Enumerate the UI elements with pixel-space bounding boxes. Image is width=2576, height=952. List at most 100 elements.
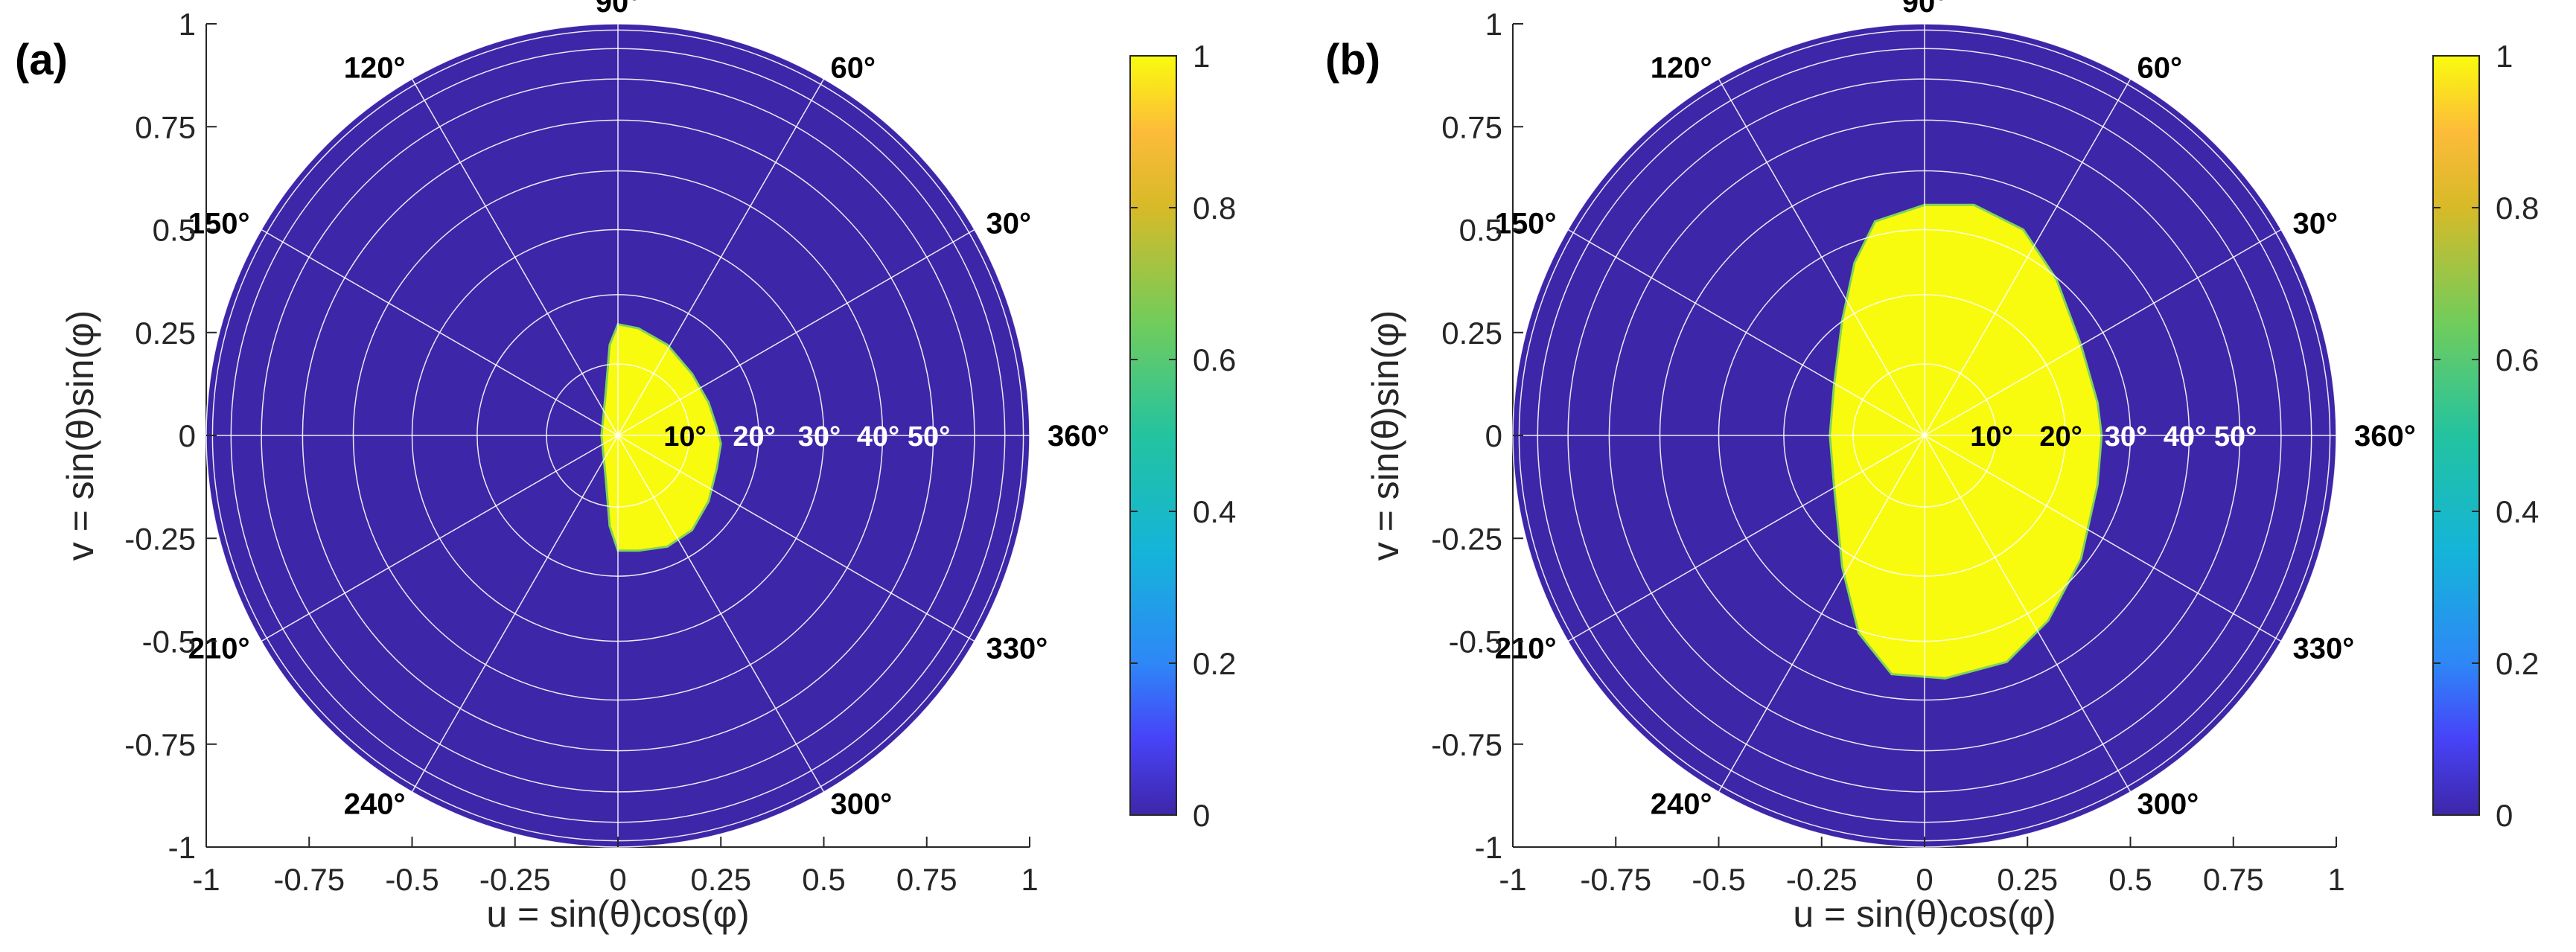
x-tick-label: 0.5 <box>2108 862 2152 897</box>
panel-b-colorbar <box>2432 55 2480 816</box>
y-tick-label: -0.75 <box>124 727 196 762</box>
angle-label: 30° <box>2293 208 2339 240</box>
colorbar-tick-label: 0.8 <box>2496 191 2539 226</box>
angle-label: 30° <box>986 208 1032 240</box>
radial-label: 40° <box>2164 421 2206 453</box>
y-tick-label: -0.25 <box>1431 521 1502 556</box>
y-tick-label: 0.75 <box>135 109 196 144</box>
radial-label: 10° <box>663 421 706 453</box>
angle-label: 210° <box>1495 633 1557 665</box>
y-tick-label: 0.75 <box>1441 109 1502 144</box>
y-tick-label: 0.5 <box>153 213 196 248</box>
angle-label: 330° <box>986 633 1048 665</box>
radial-label: 30° <box>2105 421 2147 453</box>
colorbar-tick-label: 0.2 <box>1193 646 1236 681</box>
y-tick-label: 0.5 <box>1459 213 1502 248</box>
colorbar-tick-label: 1 <box>1193 39 1210 74</box>
panel-b: (b) 90°60°30°360°120°150°210°240° 300°330… <box>1325 0 2539 935</box>
panel-a-colorbar <box>1129 55 1177 816</box>
x-tick-label: 1 <box>1021 862 1038 897</box>
angle-label: 300° <box>2137 788 2199 821</box>
colorbar-tick-label: 0.2 <box>2496 646 2539 681</box>
colorbar-tick-label: 0.4 <box>2496 494 2539 529</box>
angle-label: 60° <box>831 52 876 85</box>
polar-grid-spoke <box>1718 78 1925 436</box>
angle-label: 360° <box>1048 420 1109 453</box>
polar-grid-spoke <box>617 435 975 642</box>
panel-a-ylabel: v = sin(θ)sin(φ) <box>60 310 101 561</box>
radial-label: 20° <box>2039 421 2082 453</box>
panel-b-xlabel: u = sin(θ)cos(φ) <box>1793 893 2056 935</box>
polar-grid-spoke <box>1567 435 1925 642</box>
x-tick-label: 0.75 <box>896 862 957 897</box>
panel-a: (a) 90°60°30°360°120°150°210°240° 300°330… <box>15 0 1236 935</box>
panel-b-ylabel: v = sin(θ)sin(φ) <box>1365 310 1406 561</box>
radial-label: 30° <box>798 421 841 453</box>
colorbar-tick-label: 1 <box>2496 39 2513 74</box>
y-tick-label: -0.5 <box>1449 624 1502 659</box>
colorbar-tick-label: 0.6 <box>1193 342 1236 377</box>
y-tick-label: -0.5 <box>142 624 196 659</box>
x-tick-label: -0.25 <box>1786 862 1858 897</box>
x-tick-label: -1 <box>1499 862 1526 897</box>
y-tick-label: -0.75 <box>1431 727 1502 762</box>
x-tick-label: 0 <box>1916 862 1933 897</box>
panel-a-label: (a) <box>15 36 68 84</box>
y-tick-label: 0 <box>1485 418 1502 453</box>
polar-grid-spoke <box>617 78 825 436</box>
angle-label: 90° <box>1902 0 1948 19</box>
colorbar-tick-label: 0.8 <box>1193 191 1236 226</box>
radial-label: 50° <box>2214 421 2257 453</box>
angle-label: 240° <box>344 788 406 821</box>
x-tick-label: -0.75 <box>1580 862 1651 897</box>
angle-label: 150° <box>1495 208 1557 240</box>
angle-label: 120° <box>344 52 406 85</box>
angle-label: 120° <box>1651 52 1712 85</box>
polar-grid-spoke <box>261 229 619 436</box>
y-tick-label: 0.25 <box>1441 316 1502 351</box>
y-tick-label: -1 <box>1475 830 1502 865</box>
x-tick-label: 0.75 <box>2203 862 2264 897</box>
x-tick-label: -0.5 <box>385 862 439 897</box>
radial-label: 10° <box>1970 421 2012 453</box>
colorbar-tick-label: 0.6 <box>2496 342 2539 377</box>
polar-grid-spoke <box>1718 435 1925 793</box>
panel-b-colorbar-ticks: 0 0.2 0.4 0.6 0.8 1 <box>2433 39 2539 833</box>
colorbar-tick-label: 0 <box>2496 798 2513 833</box>
angle-label: 300° <box>831 788 893 821</box>
panel-a-xlabel: u = sin(θ)cos(φ) <box>486 893 749 935</box>
polar-grid-spoke <box>261 435 619 642</box>
x-tick-label: 0.5 <box>802 862 845 897</box>
polar-grid-spoke <box>1567 229 1925 436</box>
polar-grid-spoke <box>1924 435 2132 793</box>
polar-grid-spoke <box>617 229 975 436</box>
angle-label: 360° <box>2354 420 2416 453</box>
y-tick-label: 1 <box>179 7 196 42</box>
angle-label: 90° <box>596 0 641 19</box>
polar-grid-spoke <box>1924 78 2132 436</box>
polar-grid-spoke <box>411 78 619 436</box>
y-tick-label: -0.25 <box>124 521 196 556</box>
colorbar-tick-label: 0.4 <box>1193 494 1236 529</box>
colorbar-tick-label: 0 <box>1193 798 1210 833</box>
polar-grid-spoke <box>411 435 619 793</box>
y-tick-label: 0 <box>179 418 196 453</box>
panel-a-colorbar-ticks: 0 0.2 0.4 0.6 0.8 1 <box>1130 39 1236 833</box>
x-tick-label: 1 <box>2327 862 2344 897</box>
x-tick-label: -1 <box>192 862 220 897</box>
polar-grid-spoke <box>617 435 825 793</box>
polar-grid-spoke <box>1924 229 2282 436</box>
y-tick-label: -1 <box>168 830 196 865</box>
x-tick-label: 0 <box>609 862 626 897</box>
angle-label: 60° <box>2137 52 2183 85</box>
radial-label: 20° <box>733 421 775 453</box>
radial-label: 40° <box>857 421 899 453</box>
panel-a-plot: 90°60°30°360°120°150°210°240° 300°330°10°… <box>124 0 1109 897</box>
angle-label: 330° <box>2293 633 2355 665</box>
x-tick-label: 0.25 <box>1997 862 2058 897</box>
x-tick-label: -0.75 <box>273 862 345 897</box>
y-tick-label: 1 <box>1485 7 1502 42</box>
angle-label: 210° <box>188 633 250 665</box>
angle-label: 150° <box>188 208 250 240</box>
